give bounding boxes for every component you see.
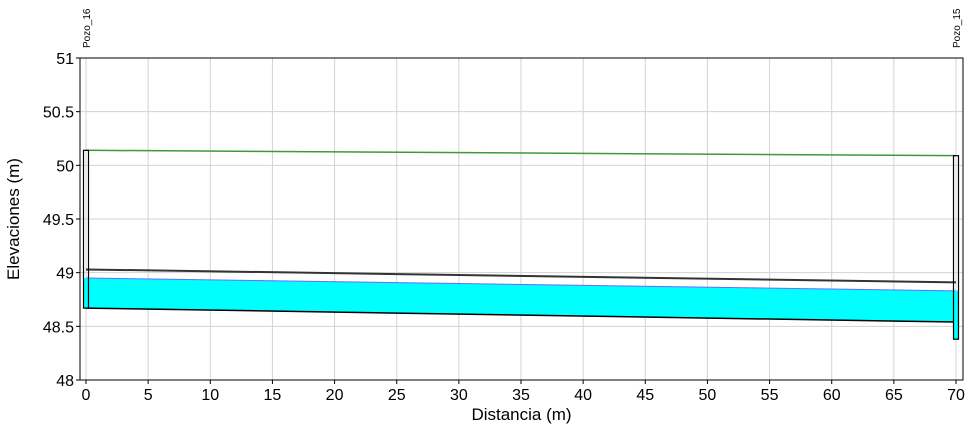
node-label: Pozo_15 [952,8,963,48]
ground-line [85,149,957,157]
node-label: Pozo_16 [82,8,93,48]
pipe-invert-line [85,307,957,323]
x-axis-title: Distancia (m) [471,405,571,424]
x-tick-label: 25 [388,387,406,404]
manhole [952,155,960,340]
x-tick-label: 30 [450,387,468,404]
y-tick-label: 50.5 [43,105,74,122]
manhole-water [83,278,89,309]
y-tick-label: 48.5 [43,319,74,336]
x-tick-label: 65 [885,387,903,404]
x-tick-label: 50 [699,387,717,404]
x-tick-label: 15 [264,387,282,404]
x-tick-label: 45 [636,387,654,404]
lines-layer [85,149,957,323]
y-axis-ticks: 48 48.5 49 49.5 50 50.5 51 [43,51,80,390]
node-labels: Pozo_16 Pozo_15 [82,8,963,48]
x-tick-label: 0 [82,387,91,404]
water-surface-line [85,277,957,292]
grid [80,57,963,381]
x-tick-label: 70 [947,387,965,404]
pipe-crown-line [85,268,957,284]
x-tick-label: 60 [823,387,841,404]
y-axis-title: Elevaciones (m) [4,158,23,280]
x-tick-label: 20 [326,387,344,404]
y-tick-label: 50 [56,158,74,175]
y-tick-label: 48 [56,373,74,390]
y-tick-label: 51 [56,51,74,68]
x-axis-ticks: 0 5 10 15 20 25 30 35 40 45 50 55 60 65 70 [82,380,965,404]
manhole-water [953,290,959,340]
manholes-layer [82,149,960,340]
x-tick-label: 10 [201,387,219,404]
manhole [82,149,90,309]
x-tick-label: 5 [144,387,153,404]
x-tick-label: 55 [761,387,779,404]
x-tick-label: 35 [512,387,530,404]
y-tick-label: 49.5 [43,212,74,229]
x-tick-label: 40 [574,387,592,404]
y-tick-label: 49 [56,266,74,283]
